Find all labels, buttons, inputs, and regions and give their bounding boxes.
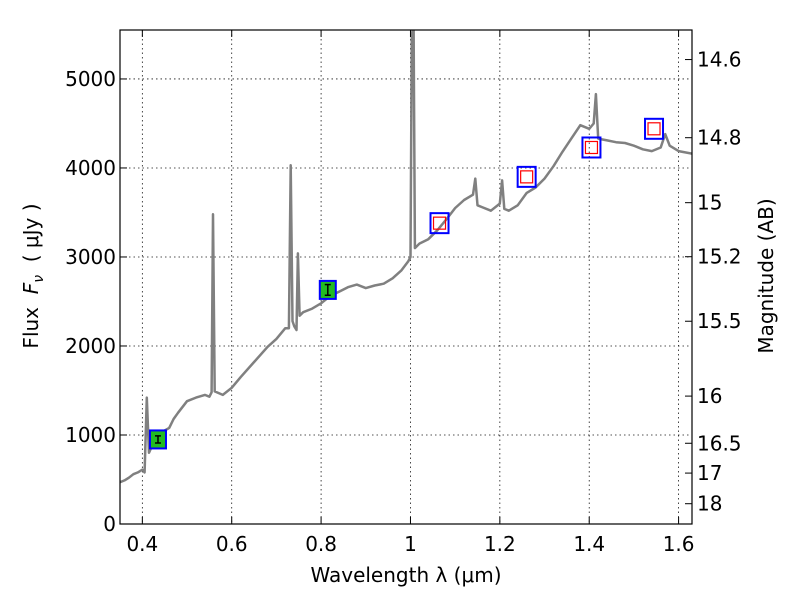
y-tick-label: 4000 (65, 156, 116, 180)
y-axis-label: Flux Fν ( μJy ) (19, 203, 47, 348)
y2-tick-label: 14.6 (697, 48, 742, 72)
y2-tick-label: 16.5 (697, 431, 742, 455)
model-marker-outer (429, 212, 450, 235)
x-tick-label: 1.4 (573, 532, 605, 556)
x-tick-label: 1.2 (484, 532, 516, 556)
x-axis-label: Wavelength λ (μm) (310, 563, 501, 587)
spectrum-series (120, 30, 692, 484)
y-tick-label: 5000 (65, 67, 116, 91)
y-axis-label-subscript: ν (31, 275, 47, 283)
x-tick-label: 1 (404, 532, 417, 556)
y2-tick-label: 16 (697, 384, 722, 408)
y-axis-label-prefix: Flux (19, 294, 43, 348)
y2-tick-label: 15.2 (697, 245, 742, 269)
tick-labels: 0.4 0.6 0.8 1 1.2 1.4 1.6 0 1000 2000 3000 4000 5000… (65, 48, 741, 556)
y2-tick-label: 17 (697, 461, 722, 485)
y2-tick-label: 15 (697, 191, 722, 215)
model-marker-outer (516, 165, 537, 188)
model-marker-inner (432, 216, 447, 230)
y-axis-label-symbol: F (19, 282, 43, 294)
model-marker-outer (581, 136, 602, 159)
y-tick-label: 3000 (65, 245, 116, 269)
data-markers (148, 117, 665, 450)
plot-frame (119, 29, 693, 525)
model-marker-inner (584, 140, 599, 155)
axis-ticks (120, 30, 692, 525)
y-axis-label-suffix: ( μJy ) (19, 203, 43, 275)
x-tick-label: 1.6 (663, 532, 695, 556)
y-tick-label: 1000 (65, 423, 116, 447)
spectrum-line (120, 30, 692, 484)
model-marker-inner (647, 122, 661, 136)
y2-tick-label: 14.8 (697, 126, 742, 150)
model-marker-inner (520, 170, 534, 184)
y2-tick-label: 15.5 (697, 309, 742, 333)
y2-axis-label: Magnitude (AB) (754, 198, 778, 353)
x-tick-label: 0.8 (305, 532, 337, 556)
y-tick-label: 0 (103, 512, 116, 536)
y2-tick-label: 18 (697, 492, 722, 516)
x-tick-label: 0.4 (126, 532, 158, 556)
x-tick-label: 0.6 (216, 532, 248, 556)
model-marker-outer (644, 117, 665, 140)
grid (120, 30, 692, 525)
y-tick-label: 2000 (65, 334, 116, 358)
